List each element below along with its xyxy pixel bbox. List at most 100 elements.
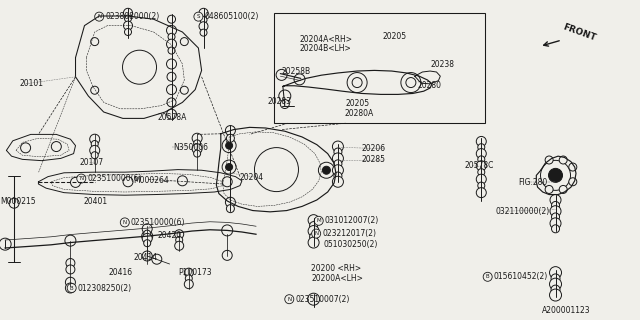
Circle shape: [95, 12, 104, 21]
Circle shape: [168, 15, 175, 23]
Circle shape: [332, 153, 344, 164]
Circle shape: [65, 283, 76, 293]
Circle shape: [476, 148, 486, 159]
Circle shape: [175, 241, 184, 250]
Circle shape: [180, 38, 188, 46]
Text: M000264: M000264: [133, 176, 169, 185]
Text: 023510000(6): 023510000(6): [131, 218, 186, 227]
Text: 20416: 20416: [109, 268, 133, 277]
Text: 20258B: 20258B: [282, 67, 311, 76]
Text: N: N: [287, 297, 291, 302]
Text: 012308250(2): 012308250(2): [77, 284, 132, 292]
Circle shape: [545, 156, 553, 164]
Circle shape: [144, 240, 150, 247]
Text: 023510000(6): 023510000(6): [87, 174, 142, 183]
Text: FIG.280: FIG.280: [518, 178, 548, 187]
Circle shape: [67, 284, 76, 292]
Text: 20101: 20101: [19, 79, 44, 88]
Circle shape: [550, 206, 561, 217]
Circle shape: [192, 133, 202, 143]
Text: S: S: [196, 14, 200, 19]
Circle shape: [319, 162, 334, 178]
Circle shape: [194, 12, 203, 21]
Text: 023808000(2): 023808000(2): [105, 12, 159, 21]
Circle shape: [0, 238, 11, 250]
Text: 048605100(2): 048605100(2): [204, 12, 259, 21]
Circle shape: [192, 144, 202, 154]
Text: B: B: [486, 274, 490, 279]
Circle shape: [168, 33, 175, 40]
Circle shape: [180, 86, 188, 94]
Circle shape: [184, 280, 193, 289]
Circle shape: [406, 77, 416, 88]
Text: 20204A<RH>: 20204A<RH>: [300, 35, 353, 44]
Circle shape: [124, 8, 132, 17]
Circle shape: [323, 166, 330, 174]
Text: A200001123: A200001123: [541, 306, 590, 315]
Text: N: N: [123, 220, 127, 225]
Circle shape: [332, 141, 344, 152]
Circle shape: [199, 22, 208, 31]
Text: 20578C: 20578C: [465, 161, 494, 170]
Circle shape: [122, 50, 157, 84]
Circle shape: [186, 275, 192, 282]
Circle shape: [352, 77, 362, 88]
Circle shape: [77, 174, 86, 183]
Circle shape: [91, 86, 99, 94]
Circle shape: [175, 230, 184, 239]
Text: N: N: [97, 14, 101, 19]
Circle shape: [167, 98, 176, 107]
Text: 20206: 20206: [362, 144, 386, 153]
Text: 20280A: 20280A: [344, 109, 374, 118]
Text: N: N: [79, 176, 83, 181]
Circle shape: [550, 267, 561, 279]
Circle shape: [90, 134, 100, 144]
Circle shape: [308, 226, 319, 236]
Circle shape: [166, 25, 177, 36]
Circle shape: [222, 160, 236, 174]
Circle shape: [552, 225, 559, 233]
Circle shape: [552, 213, 559, 221]
Circle shape: [142, 233, 152, 244]
Text: 20204B<LH>: 20204B<LH>: [300, 44, 351, 53]
Circle shape: [478, 169, 484, 176]
Text: 20285: 20285: [362, 156, 385, 164]
Circle shape: [227, 134, 234, 142]
Circle shape: [478, 144, 484, 151]
Text: 20205: 20205: [346, 100, 370, 108]
Circle shape: [142, 251, 152, 261]
Text: N350006: N350006: [173, 143, 208, 152]
Circle shape: [476, 174, 486, 184]
Circle shape: [65, 235, 76, 246]
Text: 20578A: 20578A: [157, 113, 187, 122]
Circle shape: [308, 215, 319, 226]
Circle shape: [308, 293, 319, 305]
Circle shape: [308, 237, 319, 248]
Text: 20414: 20414: [133, 253, 157, 262]
Text: 031012007(2): 031012007(2): [324, 216, 379, 225]
Circle shape: [199, 8, 208, 17]
Circle shape: [221, 225, 233, 236]
Text: 20238: 20238: [430, 60, 454, 69]
Circle shape: [569, 163, 577, 171]
Circle shape: [51, 141, 61, 152]
Bar: [274, 13, 485, 123]
Circle shape: [66, 259, 75, 268]
Text: 032110000(2): 032110000(2): [496, 207, 550, 216]
Circle shape: [166, 39, 177, 49]
Text: 20205: 20205: [383, 32, 407, 41]
Circle shape: [548, 168, 563, 182]
Circle shape: [184, 268, 193, 277]
Circle shape: [167, 72, 176, 81]
Circle shape: [66, 265, 75, 274]
Circle shape: [141, 231, 153, 242]
Circle shape: [476, 136, 486, 147]
Circle shape: [144, 230, 150, 237]
Circle shape: [92, 152, 98, 159]
Circle shape: [559, 185, 567, 193]
Circle shape: [168, 47, 175, 54]
Circle shape: [285, 295, 294, 304]
Circle shape: [222, 177, 232, 187]
Text: FRONT: FRONT: [562, 22, 598, 43]
Circle shape: [123, 177, 133, 187]
